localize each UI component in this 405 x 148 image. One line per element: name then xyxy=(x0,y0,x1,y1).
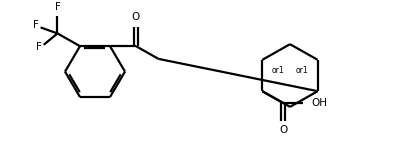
Text: F: F xyxy=(36,42,42,52)
Text: or1: or1 xyxy=(295,66,307,75)
Text: or1: or1 xyxy=(271,66,283,75)
Text: F: F xyxy=(32,20,38,30)
Text: F: F xyxy=(54,2,60,12)
Text: OH: OH xyxy=(310,98,326,108)
Text: O: O xyxy=(278,126,286,135)
Text: O: O xyxy=(132,12,140,22)
